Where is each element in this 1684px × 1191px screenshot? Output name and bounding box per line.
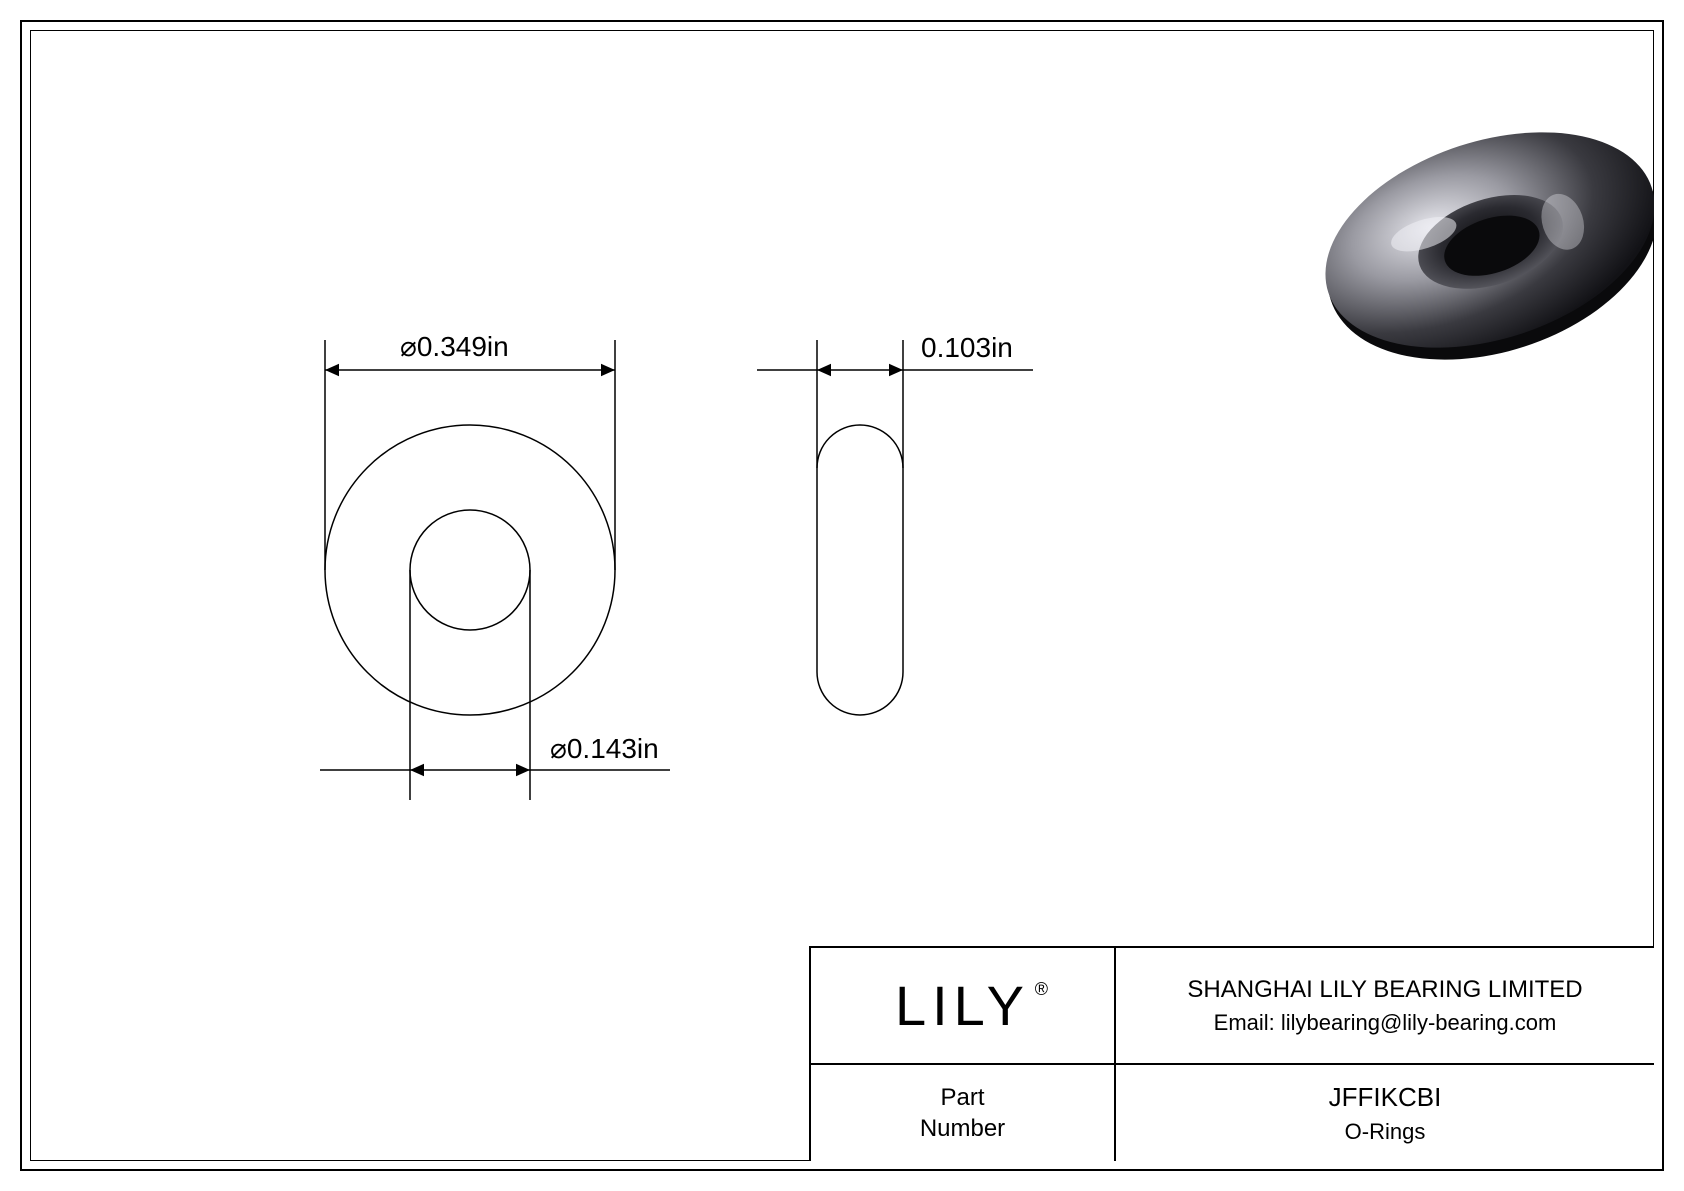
logo-registered-mark: ® xyxy=(1035,979,1054,1000)
outer-diameter-label: ⌀0.349in xyxy=(400,330,509,363)
title-block-top-row: LILY ® SHANGHAI LILY BEARING LIMITED Ema… xyxy=(811,948,1654,1065)
title-block-bottom-row: PartNumber JFFIKCBI O-Rings xyxy=(811,1065,1654,1161)
part-number-value-cell: JFFIKCBI O-Rings xyxy=(1116,1065,1654,1161)
logo-text-value: LILY xyxy=(895,974,1030,1037)
title-block: LILY ® SHANGHAI LILY BEARING LIMITED Ema… xyxy=(809,946,1654,1161)
logo-cell: LILY ® xyxy=(811,948,1116,1063)
part-number-label-cell: PartNumber xyxy=(811,1065,1116,1161)
page: ⌀0.349in ⌀0.143in 0.103in LILY ® SHANGHA… xyxy=(0,0,1684,1191)
inner-diameter-label: ⌀0.143in xyxy=(550,732,659,765)
company-name: SHANGHAI LILY BEARING LIMITED xyxy=(1187,976,1582,1004)
company-info-cell: SHANGHAI LILY BEARING LIMITED Email: lil… xyxy=(1116,948,1654,1063)
logo-text: LILY ® xyxy=(895,973,1030,1038)
thickness-label: 0.103in xyxy=(921,332,1013,364)
part-number-label: PartNumber xyxy=(920,1082,1005,1144)
part-description: O-Rings xyxy=(1345,1119,1426,1145)
company-email: Email: lilybearing@lily-bearing.com xyxy=(1214,1010,1557,1036)
part-number-value: JFFIKCBI xyxy=(1329,1082,1442,1113)
